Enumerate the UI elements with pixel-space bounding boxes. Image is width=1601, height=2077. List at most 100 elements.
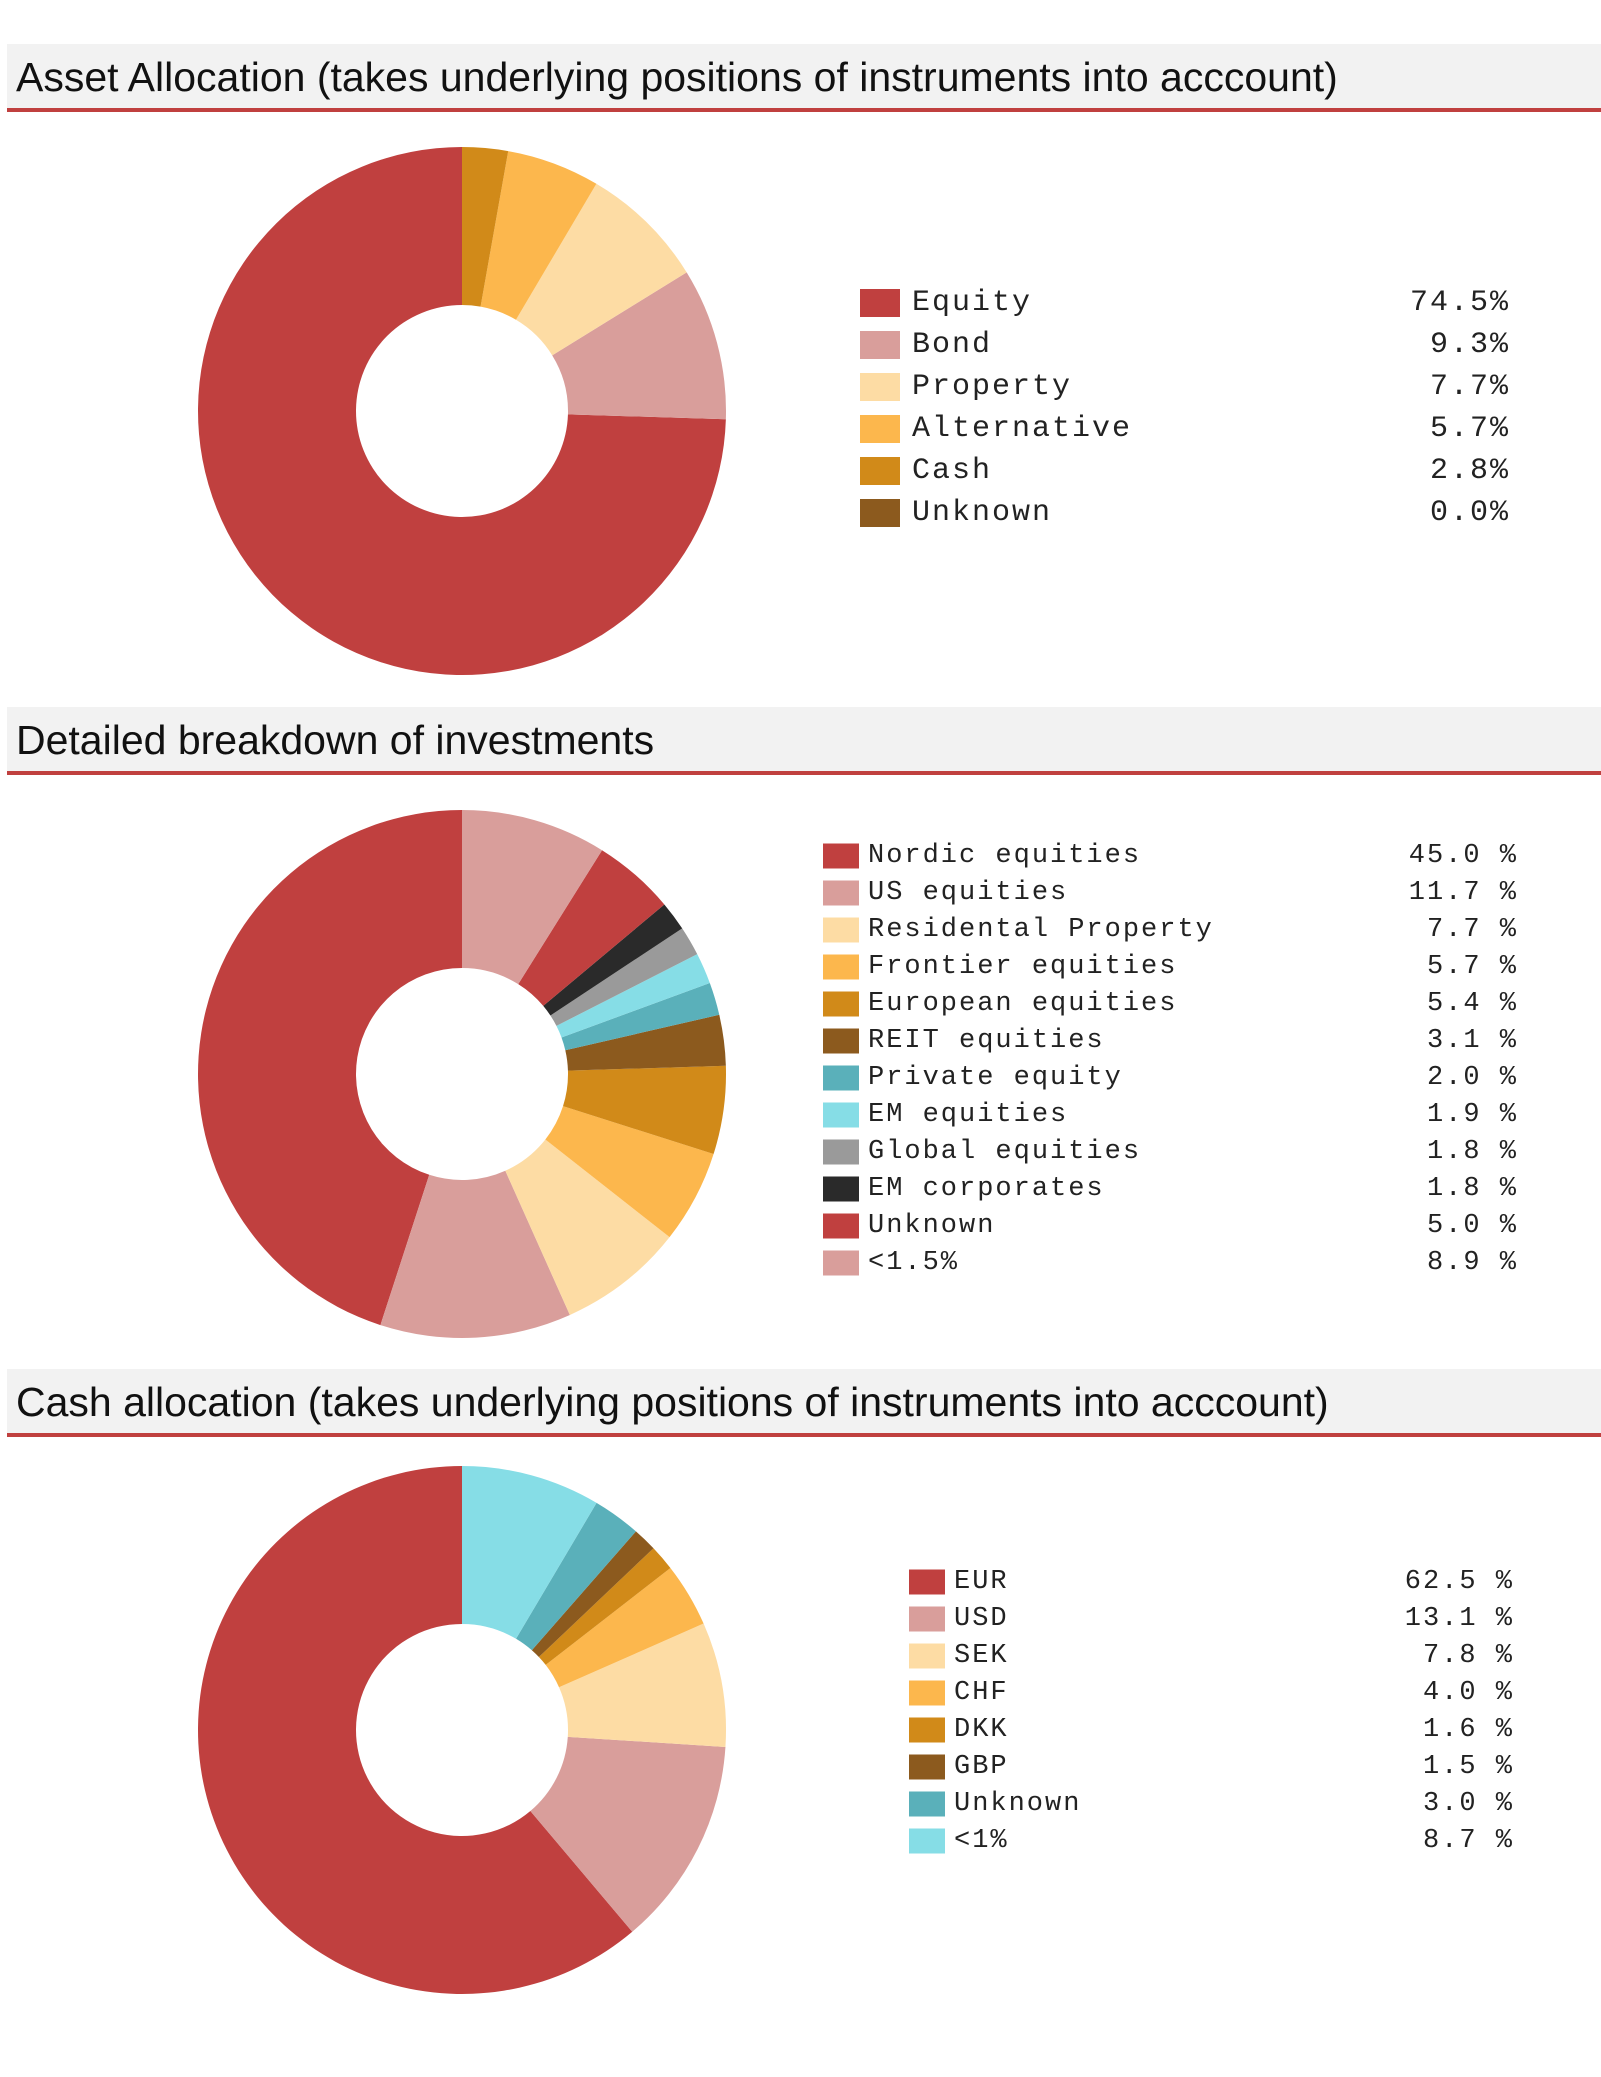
legend-label-alternative: Alternative xyxy=(912,412,1132,446)
legend-label-1-5: <1.5% xyxy=(868,1248,959,1278)
legend-swatch xyxy=(860,289,900,317)
slice-reit-equities xyxy=(565,1014,726,1071)
legend-swatch xyxy=(860,373,900,401)
slice-nordic-equities xyxy=(197,810,462,1326)
legend-swatch xyxy=(909,1717,945,1743)
legend-value: 1.8 % xyxy=(1427,1137,1518,1167)
legend-label-residental-property: Residental Property xyxy=(868,915,1214,945)
slice-em-corporates xyxy=(543,904,683,1016)
legend-swatch xyxy=(823,954,859,980)
legend-label-cash: Cash xyxy=(912,454,992,488)
legend-label-nordic-equities: Nordic equities xyxy=(868,841,1141,871)
slice-1-5 xyxy=(462,810,603,985)
legend-label-bond: Bond xyxy=(912,328,992,362)
legend-value: 9.3% xyxy=(1430,328,1510,362)
legend-label-1: <1% xyxy=(954,1826,1009,1856)
legend-swatch xyxy=(823,1213,859,1239)
legend-value: 3.0 % xyxy=(1423,1789,1514,1819)
legend-label-unknown: Unknown xyxy=(954,1789,1081,1819)
legend-value: 3.1 % xyxy=(1427,1026,1518,1056)
legend-value: 1.9 % xyxy=(1427,1100,1518,1130)
legend-swatch xyxy=(909,1680,945,1706)
legend-value: 1.8 % xyxy=(1427,1174,1518,1204)
slice-private-equity xyxy=(561,983,720,1051)
slice-dkk xyxy=(538,1548,671,1665)
legend-swatch xyxy=(823,1028,859,1054)
legend-swatch xyxy=(909,1643,945,1669)
section-header-cash-allocation: Cash allocation (takes underlying positi… xyxy=(7,1369,1601,1437)
section-header-detailed-breakdown: Detailed breakdown of investments xyxy=(7,707,1601,775)
legend-value: 5.7% xyxy=(1430,412,1510,446)
legend-swatch xyxy=(860,331,900,359)
legend-value: 7.7 % xyxy=(1427,915,1518,945)
legend-value: 11.7 % xyxy=(1409,878,1518,908)
legend-value: 5.4 % xyxy=(1427,989,1518,1019)
legend-swatch xyxy=(823,917,859,943)
section-title: Cash allocation (takes underlying positi… xyxy=(16,1379,1329,1425)
legend-value: 5.0 % xyxy=(1427,1211,1518,1241)
legend-label-private-equity: Private equity xyxy=(868,1063,1123,1093)
legend-swatch xyxy=(823,1176,859,1202)
section-title: Detailed breakdown of investments xyxy=(16,717,655,763)
legend-label-usd: USD xyxy=(954,1604,1009,1634)
legend-value: 7.8 % xyxy=(1423,1641,1514,1671)
slice-property xyxy=(515,183,687,356)
legend-label-us-equities: US equities xyxy=(868,878,1068,908)
legend-swatch xyxy=(909,1569,945,1595)
legend-label-eur: EUR xyxy=(954,1567,1009,1597)
legend-swatch xyxy=(909,1828,945,1854)
legend-label-chf: CHF xyxy=(954,1678,1009,1708)
slice-unknown xyxy=(516,1502,636,1651)
legend-label-dkk: DKK xyxy=(954,1715,1009,1745)
legend-value: 4.0 % xyxy=(1423,1678,1514,1708)
detailed-breakdown-donut-chart: Nordic equities 45.0 % US equities 11.7 % Re… xyxy=(197,810,1518,1338)
legend-value: 62.5 % xyxy=(1405,1567,1514,1597)
slice-cash xyxy=(462,147,509,307)
legend-swatch xyxy=(909,1791,945,1817)
slice-eur xyxy=(198,1466,633,1994)
legend-label-em-equities: EM equities xyxy=(868,1100,1068,1130)
legend-swatch xyxy=(860,415,900,443)
legend-value: 1.5 % xyxy=(1423,1752,1514,1782)
legend-value: 8.7 % xyxy=(1423,1826,1514,1856)
legend-value: 74.5% xyxy=(1410,286,1510,320)
legend-value: 1.6 % xyxy=(1423,1715,1514,1745)
slice-global-equities xyxy=(550,928,698,1026)
asset-allocation-donut-chart: Equity 74.5% Bond 9.3% Property 7.7% Alternati… xyxy=(198,147,1510,675)
legend-value: 13.1 % xyxy=(1405,1604,1514,1634)
legend-label-unknown: Unknown xyxy=(912,496,1052,530)
legend-value: 7.7% xyxy=(1430,370,1510,404)
legend-label-gbp: GBP xyxy=(954,1752,1009,1782)
legend-swatch xyxy=(823,1065,859,1091)
slice-bond xyxy=(552,272,726,420)
legend-value: 5.7 % xyxy=(1427,952,1518,982)
legend-value: 2.8% xyxy=(1430,454,1510,488)
legend-swatch xyxy=(823,991,859,1017)
cash-allocation-donut-chart: EUR 62.5 % USD 13.1 % SEK 7.8 % CHF 4.0 % DKK 1.6… xyxy=(198,1466,1514,1994)
legend-label-sek: SEK xyxy=(954,1641,1009,1671)
section-header-asset-allocation: Asset Allocation (takes underlying posit… xyxy=(7,44,1601,112)
legend-label-frontier-equities: Frontier equities xyxy=(868,952,1177,982)
legend-swatch xyxy=(909,1754,945,1780)
legend-swatch xyxy=(823,880,859,906)
legend-label-global-equities: Global equities xyxy=(868,1137,1141,1167)
slice-em-equities xyxy=(556,954,710,1038)
legend-value: 8.9 % xyxy=(1427,1248,1518,1278)
legend-swatch xyxy=(823,1250,859,1276)
legend-value: 45.0 % xyxy=(1409,841,1518,871)
slice-alternative xyxy=(480,151,597,320)
legend-swatch xyxy=(860,457,900,485)
slice-1 xyxy=(462,1466,597,1639)
legend-label-equity: Equity xyxy=(912,286,1032,320)
slice-gbp xyxy=(531,1531,654,1658)
legend-label-european-equities: European equities xyxy=(868,989,1177,1019)
slice-unknown xyxy=(518,850,665,1006)
slice-equity xyxy=(198,147,726,675)
legend-swatch xyxy=(823,843,859,869)
legend-label-reit-equities: REIT equities xyxy=(868,1026,1105,1056)
legend-value: 0.0% xyxy=(1430,496,1510,530)
legend-value: 2.0 % xyxy=(1427,1063,1518,1093)
legend-swatch xyxy=(860,499,900,527)
slice-sek xyxy=(559,1623,726,1748)
section-title: Asset Allocation (takes underlying posit… xyxy=(16,54,1338,100)
